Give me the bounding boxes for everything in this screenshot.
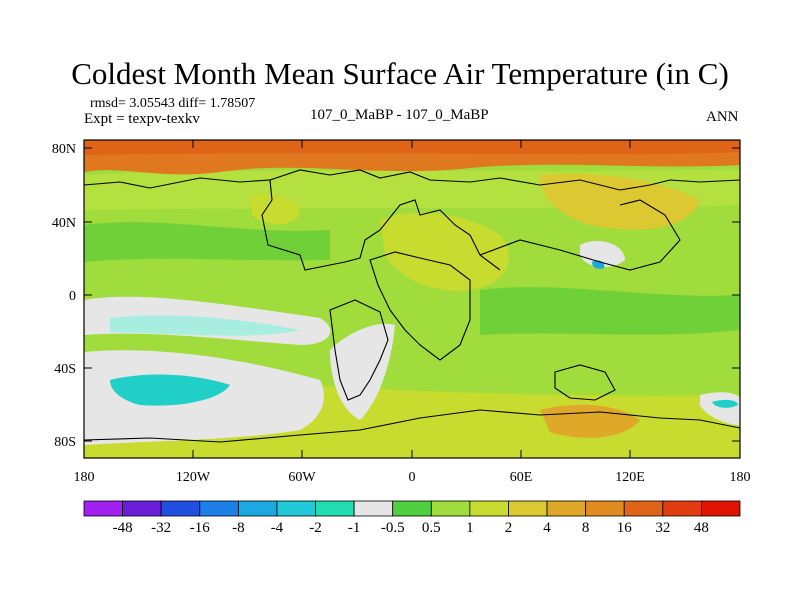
colorbar-label: -0.5 [381,520,405,536]
colorbar-swatch [160,500,201,517]
figure-title: Coldest Month Mean Surface Air Temperatu… [71,56,729,91]
colorbar-label: 8 [582,520,590,536]
season-label: ANN [706,109,739,125]
coastlines [84,169,740,443]
lon-label: 120W [176,470,211,485]
temperature-field [84,140,740,458]
colorbar-label: 32 [655,520,670,536]
lon-label: 180 [730,470,751,485]
africa-coast [369,251,471,361]
lon-label: 180 [74,470,95,485]
comparison-label: 107_0_MaBP - 107_0_MaBP [310,107,489,123]
east-cold-pool [712,399,738,408]
asia-coast [479,199,681,271]
colorbar-label: -4 [271,520,284,536]
colorbar-swatch [469,500,509,517]
lat-label: 80N [52,142,76,157]
colorbar-label: 0.5 [422,520,441,536]
colorbar-label: 48 [694,520,709,536]
colorbar-label: 1 [466,520,474,536]
field-band-pacific [84,222,330,262]
north-coast [84,177,501,271]
lon-label: 60W [288,470,316,485]
colorbar-label: 4 [543,520,551,536]
colorbar-label: -16 [190,520,210,536]
colorbar-swatch [508,500,548,517]
colorbar-swatch [585,500,625,517]
colorbar-swatch [237,500,278,517]
samerica-coast [329,299,389,401]
lat-label: 80S [54,435,76,450]
asia-warm-patch [540,173,700,230]
lon-label: 120E [615,470,645,485]
colorbar-swatch [122,500,162,517]
colorbar-swatch [430,500,471,517]
lon-label: 60E [510,470,533,485]
africa-warm-patch [380,212,509,291]
stats-readout: rmsd= 3.05543 diff= 1.78507 [90,96,256,111]
colorbar-swatch [199,500,239,517]
colorbar-label: -48 [113,520,133,536]
colorbar-swatch [353,500,394,517]
colorbar-swatch [623,500,664,517]
colorbar-label: -8 [232,520,245,536]
arctic-coast [269,169,740,191]
colorbar-swatch [315,500,355,517]
colorbar-label: -1 [348,520,361,536]
lat-label: 0 [69,289,76,304]
pacific-cold-streak [110,315,300,336]
colorbar-swatch [662,500,702,517]
lat-label: 40N [52,216,76,231]
lon-label: 0 [409,470,416,485]
colorbar: -48 -32 -16 -8 -4 -2 -1 -0.5 0.5 1 2 4 8 16 32 48 [83,500,741,536]
longitude-axis: 180 120W 60W 0 60E 120E 180 [74,140,751,485]
experiment-label: Expt = texpv-texkv [84,111,200,127]
colorbar-swatch [701,500,741,517]
colorbar-label: -32 [151,520,171,536]
colorbar-swatch [83,500,123,517]
colorbar-label: -2 [309,520,322,536]
colorbar-label: 2 [505,520,513,536]
colorbar-swatch [546,500,587,517]
australia-coast [554,364,616,401]
antarctic-coast [84,409,740,443]
colorbar-swatch [276,500,316,517]
lat-label: 40S [54,362,76,377]
colorbar-label: 16 [617,520,633,536]
field-band-indian [480,287,740,335]
asia-neutral-zone [580,240,625,268]
colorbar-swatch [392,500,432,517]
latitude-axis: 80N 40N 0 40S 80S [52,142,740,450]
south-pacific-cold-pool [110,374,230,406]
